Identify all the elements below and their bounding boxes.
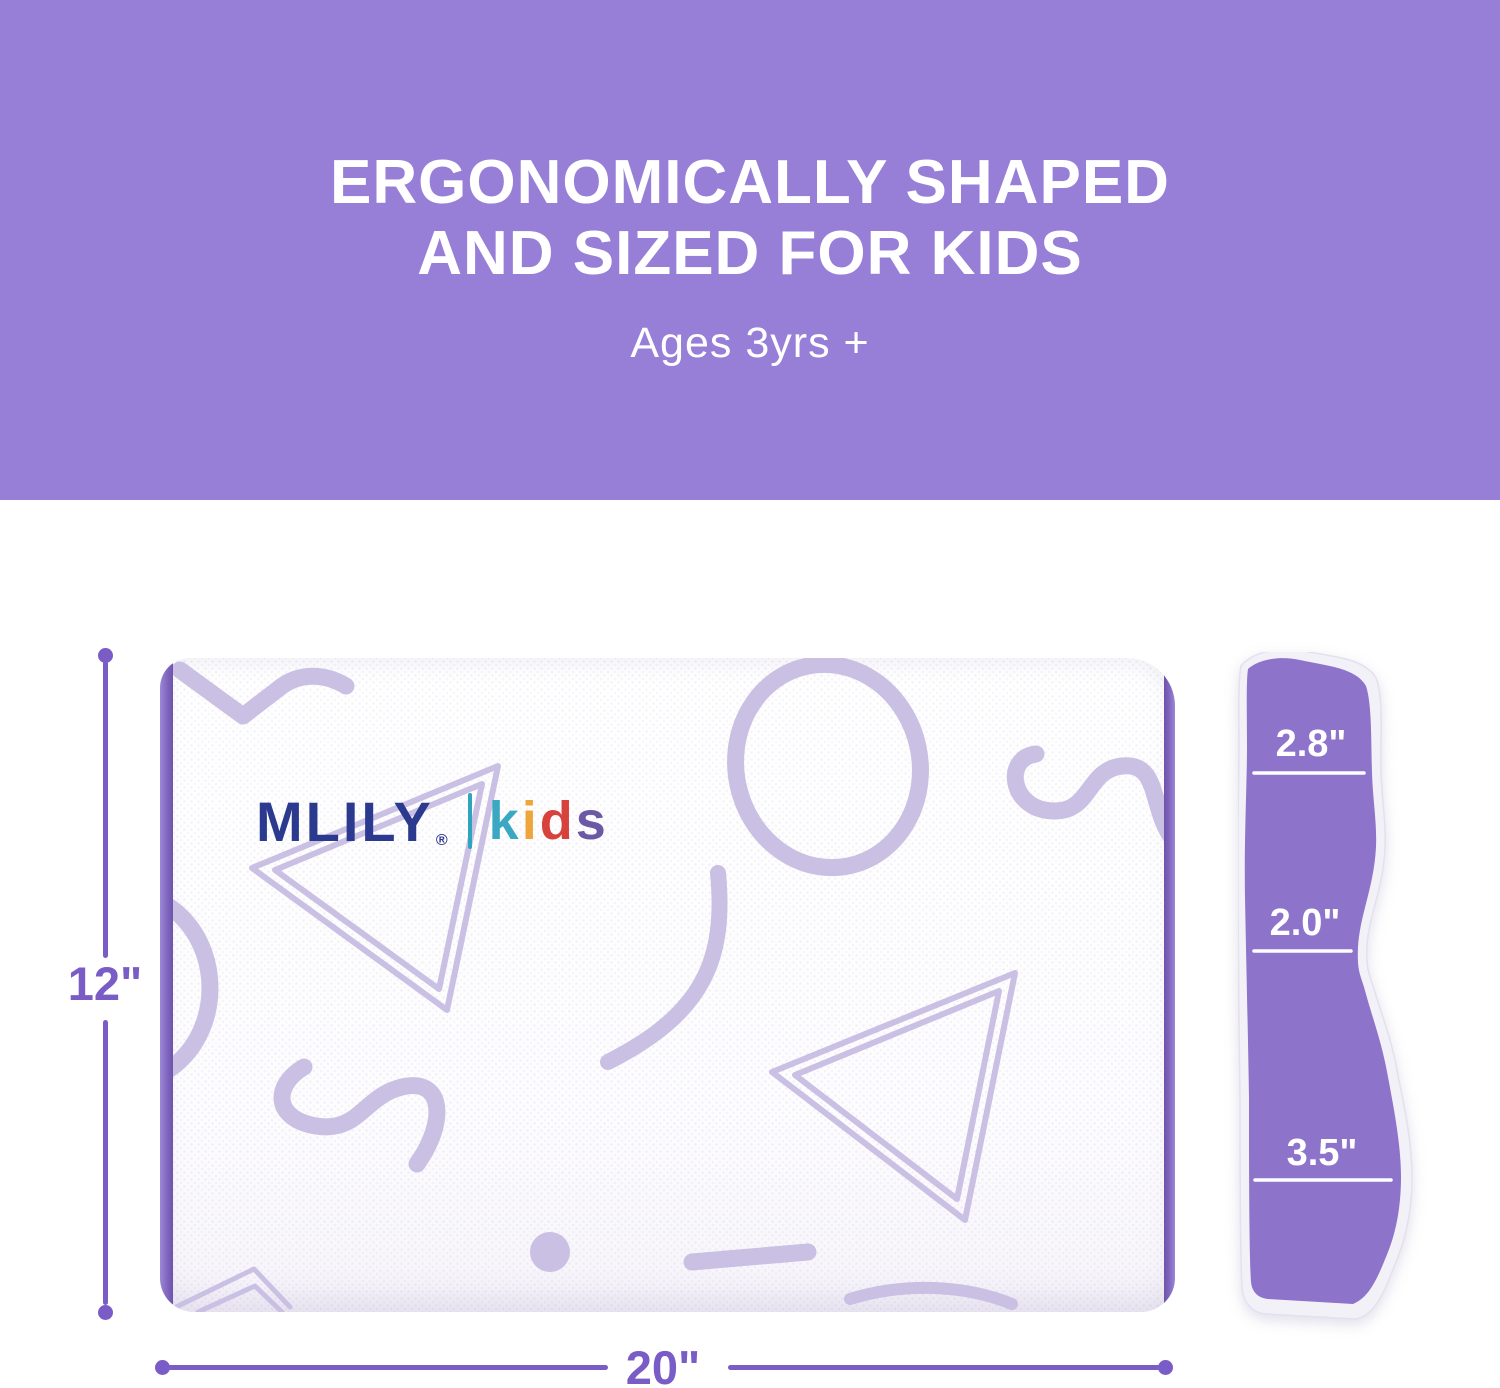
dimension-line <box>728 1365 1160 1370</box>
pillow-doodle-pattern <box>160 658 1175 1312</box>
doodle-chevron-outer <box>171 1266 293 1311</box>
doodle-triangle-right-outer <box>769 970 1018 1223</box>
logo-brand-text: MLILY <box>256 789 434 853</box>
pillow-front-view: MLILY ® k i d s <box>160 658 1175 1312</box>
height-dimension-label: 12" <box>67 957 143 1010</box>
logo-letter-k: k <box>488 791 522 851</box>
logo-letter-d: d <box>539 791 576 851</box>
pillow-left-edge <box>160 658 173 1312</box>
doodle-dot <box>530 1232 570 1272</box>
dimension-endpoint-dot <box>97 648 113 663</box>
logo-kids-text: k i d s <box>489 790 609 852</box>
doodle-arc-bottom <box>844 1281 1018 1310</box>
profile-foam-shape <box>1244 658 1401 1304</box>
dimension-endpoint-dot <box>1158 1360 1173 1375</box>
profile-measurement-middle: 2.0" <box>1270 902 1341 944</box>
logo-letter-i: i <box>521 791 540 851</box>
banner-subtitle: Ages 3yrs + <box>630 319 870 368</box>
pillow-right-edge <box>1164 658 1175 1312</box>
banner: ERGONOMICALLY SHAPED AND SIZED FOR KIDS … <box>0 0 1500 500</box>
profile-measurement-bottom: 3.5" <box>1287 1132 1358 1174</box>
dimension-line <box>168 1365 608 1370</box>
registered-trademark-icon: ® <box>435 832 448 849</box>
doodle-triangle-left-outer <box>249 763 501 1013</box>
dimension-line <box>102 1020 108 1305</box>
width-dimension-callout: 20" <box>155 1341 1173 1388</box>
dimension-line <box>102 661 108 958</box>
banner-title: ERGONOMICALLY SHAPED AND SIZED FOR KIDS <box>0 0 1500 289</box>
width-dimension-label: 20" <box>625 1341 701 1388</box>
doodle-triangle-left-inner <box>272 781 485 992</box>
doodle-dash <box>683 1243 817 1271</box>
logo-letter-s: s <box>575 791 609 851</box>
pillow-side-profile: 2.8" 2.0" 3.5" <box>1236 648 1433 1332</box>
logo-divider <box>467 793 472 849</box>
banner-title-line1: ERGONOMICALLY SHAPED <box>330 148 1170 217</box>
doodle-triangle-right-inner <box>792 988 1002 1202</box>
dimension-endpoint-dot <box>155 1360 170 1375</box>
doodle-oval <box>727 658 929 877</box>
doodle-squiggle-lower-left <box>273 1058 446 1173</box>
doodle-cut-circle-left <box>160 892 219 1084</box>
profile-measurement-top: 2.8" <box>1276 723 1347 765</box>
height-dimension-callout: 12" <box>68 648 142 1320</box>
doodle-snake-right <box>1006 745 1175 847</box>
doodle-zigzag <box>171 661 355 725</box>
doodle-group <box>160 658 1175 1312</box>
banner-title-line2: AND SIZED FOR KIDS <box>417 218 1083 288</box>
dimension-endpoint-dot <box>97 1305 113 1320</box>
doodle-arc-center <box>600 865 728 1070</box>
doodle-chevron-inner <box>195 1283 285 1312</box>
mlily-kids-logo: MLILY ® k i d s <box>256 784 609 858</box>
